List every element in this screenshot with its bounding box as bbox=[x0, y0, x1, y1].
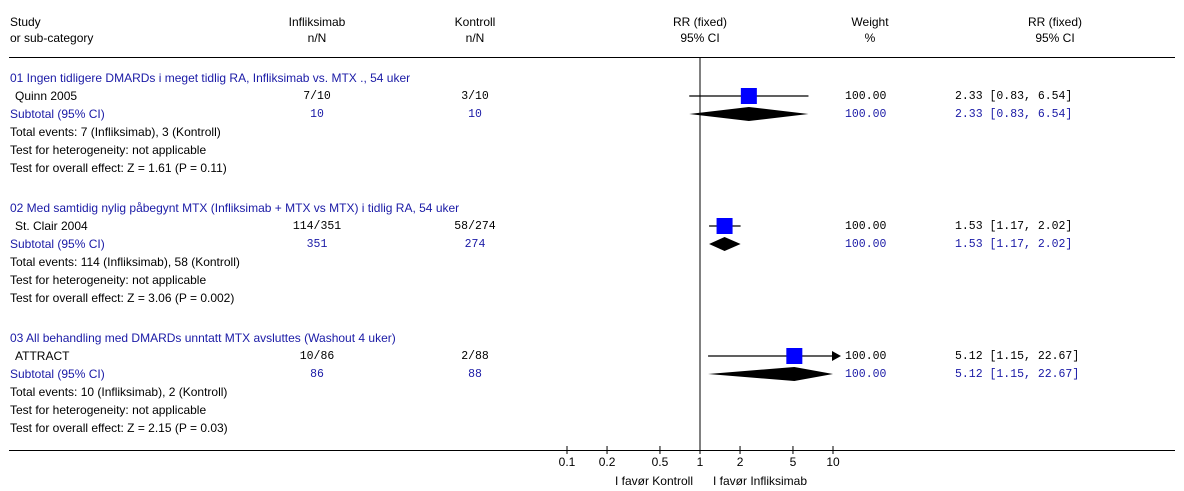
study-effect-box bbox=[716, 218, 733, 234]
group-title: 03 All behandling med DMARDs unntatt MTX… bbox=[10, 331, 396, 345]
subtotal-label: Subtotal (95% CI) bbox=[10, 107, 105, 121]
group-title: 02 Med samtidig nylig påbegynt MTX (Infl… bbox=[10, 201, 460, 215]
overall-effect-test: Test for overall effect: Z = 3.06 (P = 0… bbox=[10, 291, 235, 305]
subtotal-ci: 1.53 [1.17, 2.02] bbox=[955, 238, 1073, 251]
study-name: St. Clair 2004 bbox=[15, 219, 88, 233]
subtotal-diamond bbox=[689, 107, 809, 121]
total-events: Total events: 114 (Infliksimab), 58 (Kon… bbox=[10, 255, 240, 269]
subtotal-ctrl: 10 bbox=[468, 108, 482, 121]
favors-right-label: I favør Infliksimab bbox=[713, 474, 808, 488]
subtotal-label: Subtotal (95% CI) bbox=[10, 237, 105, 251]
header-weight: Weight % bbox=[851, 15, 889, 45]
total-events: Total events: 10 (Infliksimab), 2 (Kontr… bbox=[10, 385, 228, 399]
axis-tick-label: 2 bbox=[737, 455, 744, 469]
axis-tick-label: 0.1 bbox=[559, 455, 576, 469]
study-name: Quinn 2005 bbox=[15, 89, 78, 103]
total-events: Total events: 7 (Infliksimab), 3 (Kontro… bbox=[10, 125, 221, 139]
heterogeneity-test: Test for heterogeneity: not applicable bbox=[10, 143, 207, 157]
subtotal-ctrl: 274 bbox=[464, 238, 486, 251]
subtotal-treat: 10 bbox=[310, 108, 324, 121]
overall-effect-test: Test for overall effect: Z = 2.15 (P = 0… bbox=[10, 421, 228, 435]
heterogeneity-test: Test for heterogeneity: not applicable bbox=[10, 273, 207, 287]
subtotal-weight: 100.00 bbox=[845, 238, 887, 251]
study-weight: 100.00 bbox=[845, 350, 887, 363]
subtotal-treat: 86 bbox=[310, 368, 324, 381]
overall-effect-test: Test for overall effect: Z = 1.61 (P = 0… bbox=[10, 161, 227, 175]
heterogeneity-test: Test for heterogeneity: not applicable bbox=[10, 403, 207, 417]
subtotal-diamond bbox=[708, 367, 833, 381]
subtotal-weight: 100.00 bbox=[845, 368, 887, 381]
axis-tick-label: 1 bbox=[697, 455, 704, 469]
study-treat: 10/86 bbox=[299, 350, 335, 363]
subtotal-label: Subtotal (95% CI) bbox=[10, 367, 105, 381]
study-ci: 2.33 [0.83, 6.54] bbox=[955, 90, 1073, 103]
header-study: Study or sub-category bbox=[10, 15, 94, 45]
axis-tick-label: 0.5 bbox=[652, 455, 669, 469]
ci-overflow-arrow bbox=[832, 351, 841, 361]
header-rr-text: RR (fixed) 95% CI bbox=[1027, 15, 1082, 45]
footer-rule bbox=[9, 450, 1175, 451]
group-title: 01 Ingen tidligere DMARDs i meget tidlig… bbox=[10, 71, 411, 85]
header-infliksimab: Infliksimab n/N bbox=[288, 15, 346, 45]
study-name: ATTRACT bbox=[15, 349, 70, 363]
header-rr-plot: RR (fixed) 95% CI bbox=[672, 15, 727, 45]
study-ci: 1.53 [1.17, 2.02] bbox=[955, 220, 1073, 233]
study-weight: 100.00 bbox=[845, 90, 887, 103]
header-kontroll: Kontroll n/N bbox=[454, 15, 496, 45]
subtotal-weight: 100.00 bbox=[845, 108, 887, 121]
study-treat: 7/10 bbox=[303, 90, 331, 103]
study-ctrl: 58/274 bbox=[454, 220, 496, 233]
subtotal-ctrl: 88 bbox=[468, 368, 482, 381]
study-weight: 100.00 bbox=[845, 220, 887, 233]
subtotal-diamond bbox=[709, 237, 741, 251]
subtotal-ci: 2.33 [0.83, 6.54] bbox=[955, 108, 1073, 121]
study-ctrl: 2/88 bbox=[461, 350, 489, 363]
axis-tick-label: 10 bbox=[826, 455, 840, 469]
header-rule bbox=[9, 57, 1175, 58]
study-effect-box bbox=[740, 88, 757, 104]
study-ci: 5.12 [1.15, 22.67] bbox=[955, 350, 1080, 363]
subtotal-treat: 351 bbox=[306, 238, 328, 251]
study-effect-box bbox=[786, 348, 803, 364]
favors-left-label: I favør Kontroll bbox=[614, 474, 693, 488]
study-treat: 114/351 bbox=[292, 220, 342, 233]
axis-tick-label: 5 bbox=[790, 455, 797, 469]
subtotal-ci: 5.12 [1.15, 22.67] bbox=[955, 368, 1080, 381]
study-ctrl: 3/10 bbox=[461, 90, 489, 103]
axis-tick-label: 0.2 bbox=[599, 455, 616, 469]
